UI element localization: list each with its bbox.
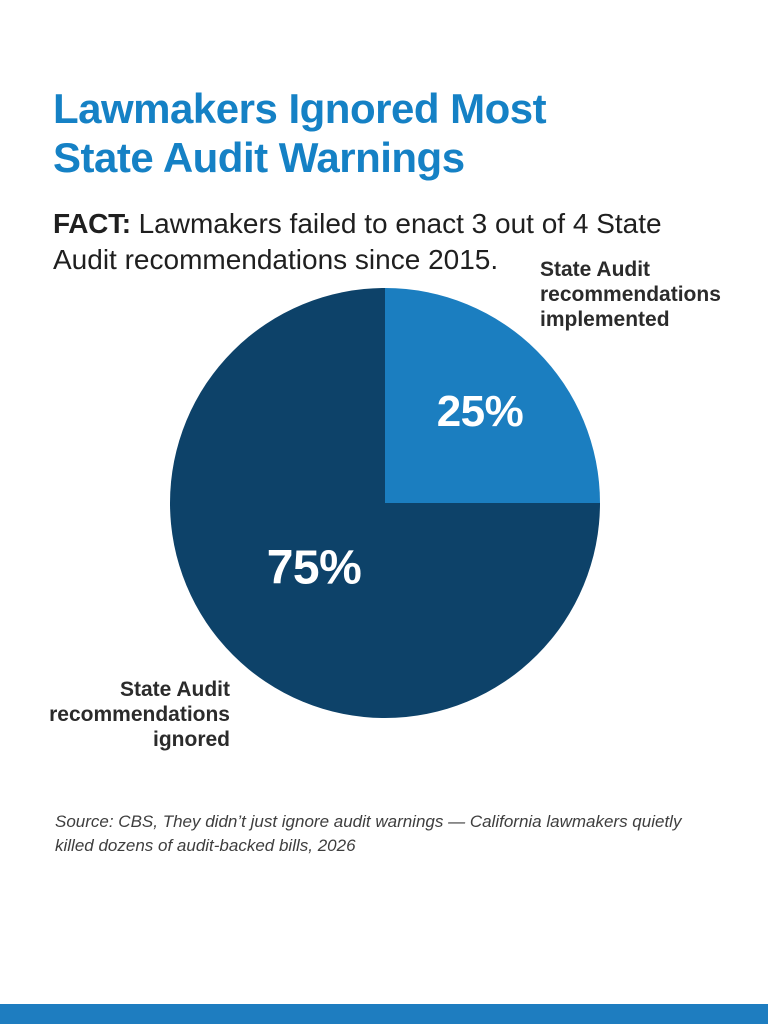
source-citation-line2: killed dozens of audit-backed bills, 202… [55, 835, 356, 855]
page-title: Lawmakers Ignored Most State Audit Warnin… [53, 84, 547, 182]
page-title-line1: Lawmakers Ignored Most [53, 85, 547, 133]
fact-text-line1: Lawmakers failed to enact 3 out of 4 Sta… [138, 208, 662, 239]
fact-text-line2: Audit recommendations since 2015. [53, 243, 499, 275]
footer-accent-bar [0, 1004, 768, 1024]
pie-label-ignored: State Audit recommendations ignored [49, 678, 230, 751]
pie-value-ignored: 75% [266, 541, 362, 595]
fact-label: FACT: [53, 208, 131, 239]
fact-statement: FACT: Lawmakers failed to enact 3 out of… [53, 206, 743, 278]
pie-chart [170, 288, 600, 718]
source-citation-line1: Source: CBS, They didn’t just ignore aud… [55, 812, 682, 831]
pie-label-implemented: State Audit recommendations implemented [540, 258, 721, 331]
source-citation: Source: CBS, They didn’t just ignore aud… [55, 810, 735, 858]
pie-value-implemented: 25% [436, 387, 524, 436]
page-title-line2: State Audit Warnings [53, 134, 465, 182]
